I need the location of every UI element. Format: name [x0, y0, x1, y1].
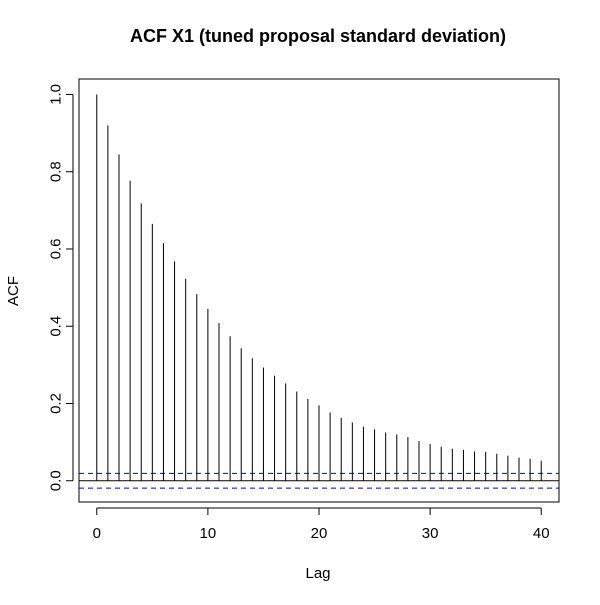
- x-tick-label-20: 20: [311, 525, 328, 542]
- y-tick-label-3: 0.6: [48, 239, 65, 260]
- plot-frame: [78, 78, 560, 503]
- x-tick-label-30: 30: [422, 525, 439, 542]
- y-tick-label-2: 0.4: [48, 316, 65, 337]
- x-axis-label: Lag: [305, 565, 330, 582]
- y-tick-label-5: 1.0: [48, 84, 65, 105]
- y-tick-label-0: 0.0: [48, 470, 65, 491]
- y-axis-label: ACF: [5, 276, 22, 306]
- reference-lines: [79, 472, 559, 489]
- chart-title: ACF X1 (tuned proposal standard deviatio…: [130, 26, 506, 46]
- x-axis: 0 10 20 30 40: [93, 507, 550, 542]
- x-tick-label-10: 10: [200, 525, 217, 542]
- x-tick-label-40: 40: [533, 525, 550, 542]
- y-axis: 0.0 0.2 0.4 0.6 0.8 1.0: [48, 84, 74, 491]
- y-tick-label-1: 0.2: [48, 393, 65, 414]
- bars-layer: [96, 94, 542, 481]
- x-tick-label-0: 0: [93, 525, 101, 542]
- y-tick-label-4: 0.8: [48, 161, 65, 182]
